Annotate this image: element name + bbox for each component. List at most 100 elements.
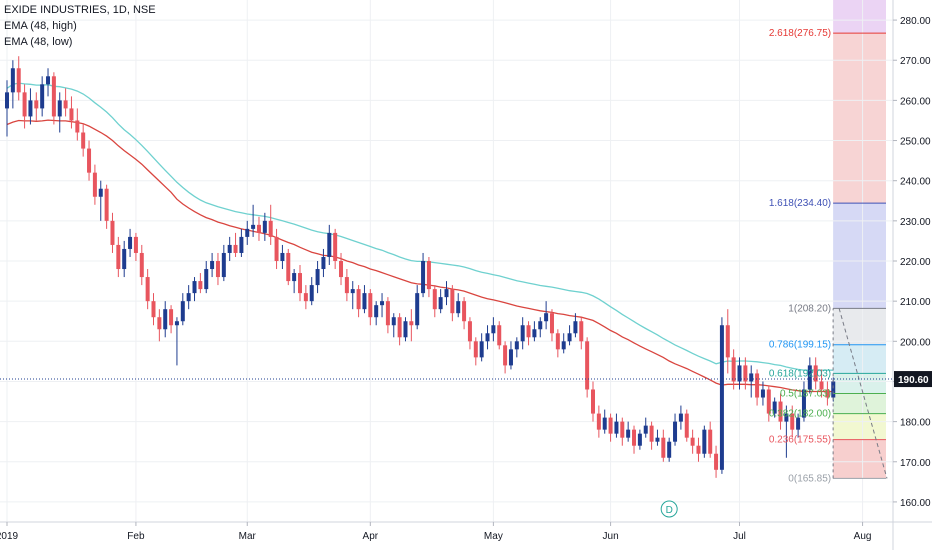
candle-body: [467, 321, 472, 342]
candle: [766, 385, 771, 422]
candle: [473, 337, 478, 366]
candle-body: [649, 425, 654, 442]
candle: [303, 285, 308, 310]
fib-level-label: 1(208.20): [788, 303, 831, 314]
candle-body: [356, 289, 361, 310]
candle-body: [391, 317, 396, 326]
candle-body: [186, 293, 191, 302]
candle-body: [637, 433, 642, 446]
candle-body: [508, 349, 513, 366]
x-tick-label: Mar: [239, 531, 257, 542]
candle: [426, 256, 431, 298]
candle: [708, 421, 713, 458]
x-tick-label: Apr: [363, 531, 379, 542]
candle: [549, 309, 554, 342]
candle: [749, 365, 754, 398]
ema-low-legend: EMA (48, low): [4, 36, 73, 48]
candle: [719, 317, 724, 474]
y-tick-label: 180.00: [900, 418, 931, 429]
candle: [643, 417, 648, 438]
candle-body: [303, 293, 308, 302]
candle: [210, 252, 215, 278]
candle-body: [169, 309, 174, 326]
candle-body: [34, 100, 39, 109]
candle-body: [128, 236, 133, 249]
candle: [151, 293, 156, 326]
candle: [57, 92, 62, 133]
fib-zone: [833, 393, 886, 414]
candle-body: [192, 281, 197, 294]
candle: [344, 269, 349, 302]
y-tick-label: 260.00: [900, 96, 931, 107]
candle-body: [567, 333, 572, 342]
candle-body: [92, 172, 97, 197]
candle: [180, 293, 185, 326]
candle: [233, 232, 238, 257]
candle-body: [221, 252, 226, 278]
candle: [637, 429, 642, 450]
candle-body: [28, 100, 33, 117]
x-tick-label: Jun: [603, 531, 619, 542]
candle-body: [380, 301, 385, 306]
candle: [122, 240, 127, 278]
candle-body: [321, 256, 326, 270]
candle-body: [579, 321, 584, 342]
candle: [497, 321, 502, 350]
fib-zone: [833, 203, 886, 309]
candle: [608, 413, 613, 442]
candle: [632, 425, 637, 454]
candle-body: [104, 188, 109, 221]
fib-fills: [833, 0, 886, 479]
candle-body: [22, 92, 27, 117]
candle-body: [614, 421, 619, 434]
fib-zone: [833, 439, 886, 479]
candle-body: [403, 321, 408, 338]
candle-body: [444, 289, 449, 298]
candle: [81, 124, 86, 157]
candle: [391, 313, 396, 338]
candle: [239, 228, 244, 257]
candle-body: [778, 401, 783, 422]
candle: [22, 84, 27, 129]
candle-body: [51, 76, 56, 117]
candle: [204, 261, 209, 294]
candle: [274, 228, 279, 270]
candle-body: [16, 68, 21, 93]
candle: [309, 277, 314, 306]
candle-body: [397, 317, 402, 338]
candle-body: [667, 441, 672, 458]
candle: [544, 301, 549, 330]
candle: [755, 369, 760, 406]
candle: [128, 228, 133, 257]
candle-body: [227, 244, 232, 253]
candle: [92, 164, 97, 205]
candle-body: [368, 293, 373, 318]
candle: [227, 236, 232, 261]
candle-body: [57, 100, 62, 117]
ema-high-legend: EMA (48, high): [4, 20, 77, 32]
candle-body: [174, 321, 179, 326]
candle-body: [684, 413, 689, 438]
candle-body: [526, 325, 531, 338]
candle: [479, 333, 484, 362]
candle: [409, 309, 414, 342]
candle-body: [139, 252, 144, 278]
last-price-tag: [894, 371, 932, 388]
candle-body: [555, 333, 560, 350]
candle: [110, 212, 115, 253]
candle: [403, 317, 408, 342]
candle-body: [473, 341, 478, 358]
candle: [69, 96, 74, 129]
candle-body: [339, 261, 344, 278]
candle: [508, 341, 513, 370]
candle: [514, 337, 519, 358]
candle: [602, 409, 607, 434]
candle-body: [796, 417, 801, 430]
candle: [456, 293, 461, 318]
fib-level-label: 2.618(276.75): [769, 28, 831, 39]
fib-zone: [833, 33, 886, 204]
candle: [737, 357, 742, 390]
candle: [421, 252, 426, 298]
